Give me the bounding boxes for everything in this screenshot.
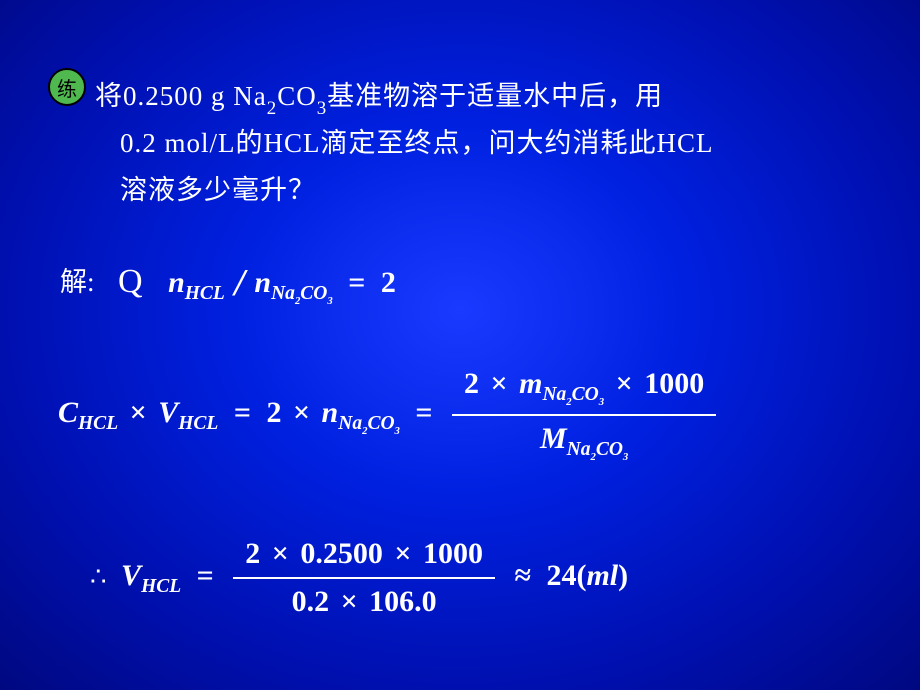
problem-sub1: 2: [267, 98, 277, 119]
f3-result: 24: [546, 559, 576, 592]
f2-n: n: [322, 396, 339, 429]
f2-c: C: [58, 396, 78, 429]
f3-hcl: HCL: [141, 576, 181, 597]
problem-line1-b: CO: [277, 81, 317, 111]
problem-statement: 将0.2500 g Na2CO3基准物溶于适量水中后，用: [95, 73, 663, 122]
problem-line2: 0.2 mol/L的HCL滴定至终点，问大约消耗此HCL: [120, 120, 714, 167]
f1-eq: =: [348, 266, 365, 299]
f2-two1: 2: [266, 396, 281, 429]
problem-sub2: 3: [317, 98, 327, 119]
because-q: Q: [118, 263, 143, 300]
f3-therefore: ∴: [90, 562, 104, 591]
problem-line1-c: 基准物溶于适量水中后，用: [327, 81, 663, 111]
formula-ratio: Q nHCL / nNa2CO3 = 2: [118, 258, 396, 307]
practice-badge: 练: [48, 68, 86, 106]
solution-label: 解:: [60, 260, 95, 299]
f3-unit-open: (: [576, 559, 586, 592]
f1-result: 2: [381, 266, 396, 299]
badge-text: 练: [57, 73, 77, 102]
problem-line3: 溶液多少毫升？: [120, 167, 316, 214]
problem-line1-a: 将0.2500 g Na: [95, 81, 267, 111]
f2-v: V: [158, 396, 178, 429]
f2-fraction: 2 × mNa2CO3 × 1000 MNa2CO3: [452, 365, 716, 465]
f3-fraction: 2 × 0.2500 × 1000 0.2 × 106.0: [233, 535, 495, 621]
f2-times1: ×: [130, 396, 147, 429]
f2-hcl2: HCL: [178, 413, 218, 434]
f3-v: V: [121, 559, 141, 592]
f1-n1: n: [168, 266, 185, 299]
f1-na2co3: Na2CO3: [271, 283, 333, 304]
formula-result: ∴ VHCL = 2 × 0.2500 × 1000 0.2 × 106.0 ≈…: [90, 535, 628, 621]
f2-times2: ×: [293, 396, 310, 429]
formula-main-equation: CHCL × VHCL = 2 × nNa2CO3 = 2 × mNa2CO3 …: [58, 365, 720, 465]
f1-n2: n: [254, 266, 271, 299]
f1-hcl: HCL: [185, 283, 225, 304]
f2-na2co3-1: Na2CO3: [338, 413, 400, 434]
f2-eq2: =: [415, 396, 432, 429]
f3-unit: ml: [586, 559, 618, 592]
f1-slash: /: [234, 262, 245, 304]
f3-approx: ≈: [514, 559, 530, 592]
f3-unit-close: ): [618, 559, 628, 592]
f2-eq1: =: [234, 396, 251, 429]
f2-hcl1: HCL: [78, 413, 118, 434]
f3-eq: =: [197, 559, 214, 592]
